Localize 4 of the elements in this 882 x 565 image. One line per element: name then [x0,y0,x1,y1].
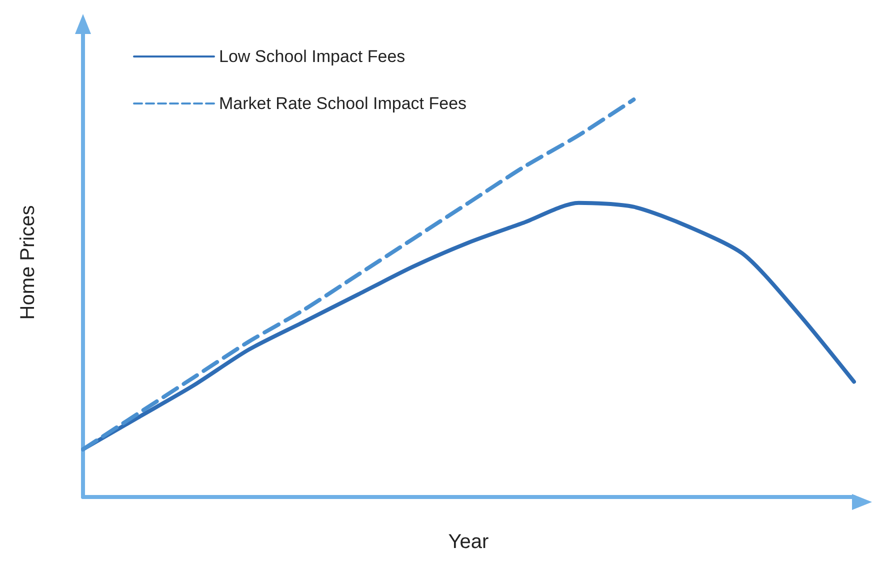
y-axis-title: Home Prices [17,205,39,320]
x-axis-title: Year [448,531,490,553]
legend-label: Market Rate School Impact Fees [219,94,467,113]
legend-label: Low School Impact Fees [219,47,406,66]
